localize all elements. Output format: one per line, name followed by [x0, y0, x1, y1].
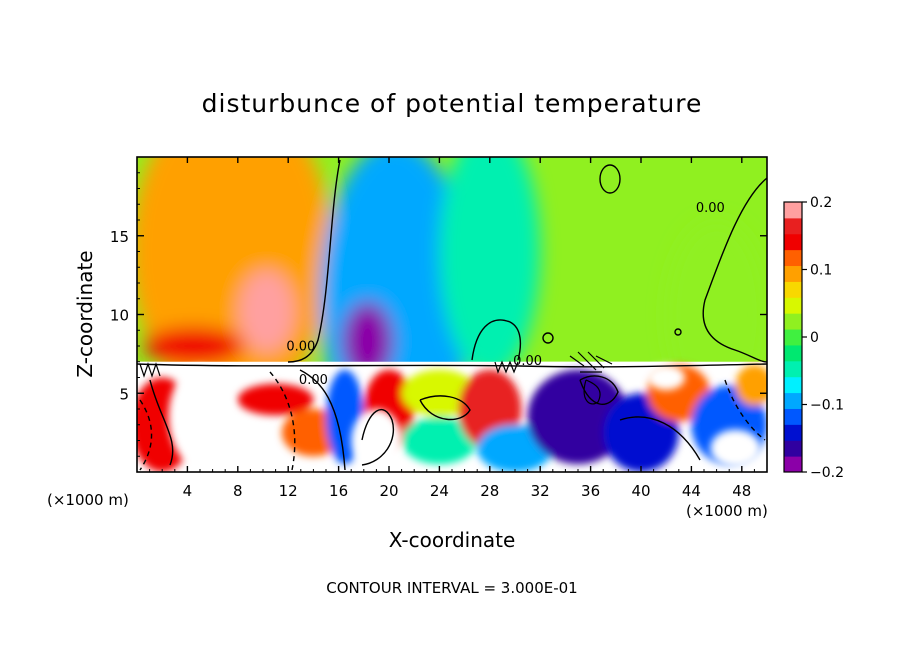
- x-axis: 4 8 12 16 20 24 28 32 36 40 44 48: [149, 157, 755, 500]
- chart-title: disturbunce of potential temperature: [202, 89, 703, 118]
- colorbar-swatch-10: [784, 297, 802, 314]
- y-tick-label-2: 15: [110, 228, 129, 246]
- white-patch-0: [168, 366, 232, 468]
- contour-line-lower-a: [149, 379, 174, 466]
- y-tick-label-1: 10: [110, 307, 129, 325]
- x-tick-label-0: 4: [183, 482, 193, 500]
- contour-line-lower-f: [619, 416, 701, 461]
- white-patch-1: [351, 409, 402, 472]
- x-tick-label-4: 20: [379, 482, 398, 500]
- colorbar-tick-label-0: 0.2: [810, 195, 832, 211]
- colorbar-swatch-16: [784, 202, 802, 219]
- colorbar: 0.2 0.1 0 −0.1 −0.2: [783, 195, 844, 481]
- colorbar-tick-label-2: 0: [810, 330, 819, 346]
- contour-label-0: 0.00: [286, 340, 315, 355]
- contour-ellipse-top: [599, 164, 621, 194]
- field-blob-lower-9: [527, 369, 629, 465]
- field-blob-lower-5: [401, 369, 478, 417]
- colorbar-swatch-13: [784, 249, 802, 267]
- colorbar-swatch-1: [784, 440, 802, 457]
- contour-line-lower-e: [579, 375, 619, 405]
- field-blob-upper-2: [143, 327, 245, 365]
- x-tick-label-8: 36: [581, 482, 600, 500]
- x-tick-label-10: 44: [682, 482, 701, 500]
- contour-small-dot: [674, 328, 682, 336]
- colorbar-tick-label-4: −0.2: [810, 465, 844, 481]
- field-blob-upper-5: [439, 157, 541, 378]
- contour-line-lower-dashed: [139, 399, 153, 471]
- x-tick-label-9: 40: [631, 482, 650, 500]
- contour-interval-note: CONTOUR INTERVAL = 3.000E-01: [326, 579, 577, 597]
- x-tick-label-2: 12: [279, 482, 298, 500]
- colorbar-swatch-8: [784, 329, 802, 346]
- colorbar-tick-label-3: −0.1: [810, 398, 844, 414]
- contour-line-lower-c: [361, 408, 394, 466]
- x-axis-label: X-coordinate: [389, 528, 516, 552]
- colorbar-swatch-2: [784, 424, 802, 441]
- colorbar-tick-label-1: 0.1: [810, 263, 832, 279]
- colorbar-swatch-6: [784, 360, 802, 378]
- x-tick-label-11: 48: [732, 482, 751, 500]
- contour-line-lower-b: [299, 369, 346, 471]
- x-unit-label-right: (×1000 m): [686, 502, 768, 520]
- contour-label-1: 0.00: [299, 373, 328, 388]
- colorbar-swatch-3: [784, 408, 802, 425]
- field-blob-lower-1: [237, 383, 314, 416]
- field-blob-lower-13: [735, 364, 767, 406]
- contour-label-2: 0.00: [513, 354, 542, 369]
- plot-area: [137, 157, 767, 472]
- colorbar-swatch-0: [784, 456, 802, 473]
- colorbar-swatch-14: [784, 233, 802, 251]
- contour-label-3: 0.00: [696, 201, 725, 216]
- white-patch-2: [710, 429, 761, 468]
- field-blob-upper-1: [239, 270, 295, 353]
- x-tick-label-7: 32: [531, 482, 550, 500]
- y-axis: 5 10 15: [110, 172, 767, 457]
- colorbar-swatch-9: [784, 313, 802, 330]
- colorbar-swatch-15: [784, 217, 802, 235]
- contour-squiggle-left: [139, 362, 161, 378]
- x-tick-label-5: 24: [430, 482, 449, 500]
- colorbar-swatch-12: [784, 265, 802, 282]
- contour-cluster: [569, 351, 613, 405]
- contour-line-lower-d: [419, 395, 471, 421]
- colorbar-swatch-5: [784, 376, 802, 394]
- field-blob-lower-6: [401, 416, 478, 465]
- y-axis-label: Z-coordinate: [73, 250, 97, 377]
- contour-line-upper-zero: [287, 159, 341, 363]
- contour-line-boundary: [137, 363, 767, 368]
- contour-line-bump: [471, 319, 522, 361]
- x-tick-label-6: 28: [480, 482, 499, 500]
- contour-line-lower-dashed-3: [269, 371, 296, 471]
- contour-squiggle: [494, 360, 519, 374]
- y-tick-label-0: 5: [119, 385, 129, 403]
- white-patch-3: [647, 364, 686, 391]
- colorbar-swatch-11: [784, 281, 802, 298]
- contour-small-ring: [542, 332, 554, 344]
- colorbar-swatch-7: [784, 344, 802, 362]
- colorbar-swatch-4: [784, 392, 802, 409]
- x-unit-label-left: (×1000 m): [47, 491, 129, 509]
- x-tick-label-1: 8: [233, 482, 243, 500]
- contour-line-upper-right: [702, 177, 767, 363]
- field-blob-upper-4: [342, 301, 393, 381]
- x-tick-label-3: 16: [329, 482, 348, 500]
